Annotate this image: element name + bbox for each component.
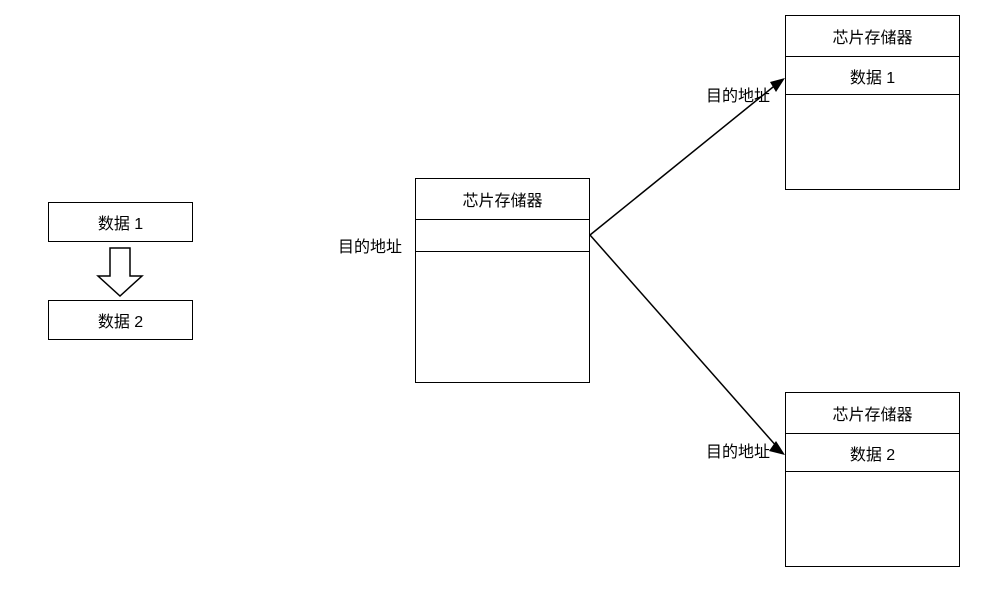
bottom-right-address-label: 目的地址	[706, 438, 770, 462]
bottom-right-title-text: 芯片存储器	[832, 407, 912, 424]
data1-box: 数据 1	[48, 202, 193, 242]
data2-label: 数据 2	[98, 308, 143, 332]
top-right-title: 芯片存储器	[786, 16, 959, 57]
down-arrow-icon	[98, 248, 142, 296]
bottom-right-row: 数据 2	[786, 434, 959, 472]
line-to-bottom-right	[590, 235, 778, 448]
top-right-title-text: 芯片存储器	[832, 30, 912, 47]
bottom-right-memory: 芯片存储器 数据 2	[785, 392, 960, 567]
arrow-top-right-icon	[770, 78, 785, 92]
top-right-memory: 芯片存储器 数据 1	[785, 15, 960, 190]
center-memory-row	[416, 220, 589, 252]
data2-box: 数据 2	[48, 300, 193, 340]
top-right-address-label: 目的地址	[706, 82, 770, 106]
bottom-right-title: 芯片存储器	[786, 393, 959, 434]
bottom-right-data-text: 数据 2	[850, 441, 895, 465]
top-right-data-text: 数据 1	[850, 64, 895, 88]
center-memory-title: 芯片存储器	[416, 179, 589, 220]
center-address-label: 目的地址	[338, 233, 402, 257]
center-title-text: 芯片存储器	[462, 193, 542, 210]
top-right-address-text: 目的地址	[706, 88, 770, 105]
arrow-bottom-right-icon	[769, 441, 785, 455]
data1-label: 数据 1	[98, 210, 143, 234]
center-address-text: 目的地址	[338, 239, 402, 256]
center-memory: 芯片存储器	[415, 178, 590, 383]
bottom-right-address-text: 目的地址	[706, 444, 770, 461]
top-right-row: 数据 1	[786, 57, 959, 95]
